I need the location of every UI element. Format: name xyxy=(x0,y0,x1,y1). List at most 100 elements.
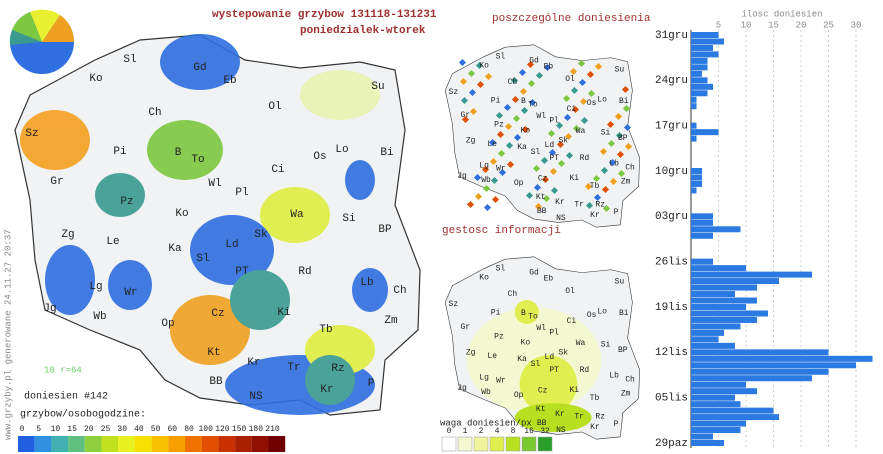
scale-note: 10 r=64 xyxy=(44,365,82,375)
region-label: Pl xyxy=(235,187,248,199)
report-dot xyxy=(555,121,564,130)
region-label: Rz xyxy=(331,363,344,375)
bar xyxy=(691,329,724,336)
region-label: Rd xyxy=(580,154,590,163)
y-tick-label: 12lis xyxy=(655,347,688,359)
region-label: Wl xyxy=(536,324,546,333)
report-dot xyxy=(543,63,552,72)
region-label: Cz xyxy=(538,174,548,183)
report-dot xyxy=(475,61,484,70)
bar xyxy=(691,265,746,272)
report-dot xyxy=(579,97,588,106)
legend-label: 5 xyxy=(36,425,41,434)
density-label: 1 xyxy=(463,427,468,436)
region-label: Si xyxy=(601,341,611,350)
report-dot xyxy=(615,131,624,140)
bar xyxy=(691,440,724,446)
report-dot xyxy=(518,68,527,77)
region-label: Ol xyxy=(565,75,575,84)
subtitle: poniedzialek-wtorek xyxy=(300,25,426,37)
legend-swatch xyxy=(151,436,169,452)
region-label: Lo xyxy=(597,96,607,105)
region-label: Gd xyxy=(193,62,206,74)
legend-swatch xyxy=(168,436,185,452)
region-label: Op xyxy=(161,318,174,330)
report-dot xyxy=(460,96,469,105)
density-label: 16 xyxy=(524,427,534,436)
chart-title: ilosc doniesien xyxy=(741,9,822,19)
region-label: Lb xyxy=(609,159,619,168)
region-label: Tb xyxy=(590,182,600,191)
region-label: Op xyxy=(514,391,524,400)
bar xyxy=(691,57,708,64)
report-dot xyxy=(585,201,594,210)
region-label: Tb xyxy=(319,324,332,336)
bar xyxy=(691,174,702,181)
region-label: Rd xyxy=(580,366,590,375)
region-label: Le xyxy=(487,140,497,149)
region-label: Sz xyxy=(25,128,38,140)
report-dot xyxy=(474,192,483,201)
region-label: NS xyxy=(556,426,566,435)
region-label: Sk xyxy=(254,229,268,241)
region-label: Os xyxy=(587,99,597,108)
report-dot xyxy=(469,107,478,116)
bar xyxy=(691,336,719,343)
region-label: Cz xyxy=(538,386,548,395)
report-dot xyxy=(535,71,544,80)
legend-label: 100 xyxy=(198,425,213,434)
bar xyxy=(691,271,812,278)
region-label: Ki xyxy=(570,386,580,395)
region-label: NS xyxy=(556,214,566,223)
density-swatch xyxy=(489,436,505,452)
region-label: To xyxy=(528,312,538,321)
x-tick-label: 10 xyxy=(741,20,752,30)
region-label: Zg xyxy=(61,229,74,241)
region-label: Gr xyxy=(50,176,63,188)
region-label: Ch xyxy=(148,107,161,119)
report-dot xyxy=(527,79,536,88)
density-swatch xyxy=(457,436,473,452)
region-label: Ko xyxy=(89,73,102,85)
report-dot xyxy=(607,139,616,148)
report-dot xyxy=(510,76,519,85)
region-label: Sz xyxy=(449,88,459,97)
report-dots xyxy=(458,58,633,213)
region-label: PT xyxy=(549,366,559,375)
report-dot xyxy=(564,132,573,141)
region-label: Kt xyxy=(536,405,546,414)
bar xyxy=(691,291,735,298)
region-label: Wa xyxy=(576,339,586,348)
bar xyxy=(691,407,774,414)
region-label: Wb xyxy=(93,311,106,323)
region-label: Gr xyxy=(461,111,471,120)
bar xyxy=(691,103,697,110)
region-label: BB xyxy=(209,376,223,388)
bar xyxy=(691,51,719,58)
report-dot xyxy=(519,87,528,96)
region-label: Wa xyxy=(290,209,304,221)
report-dot xyxy=(593,193,602,202)
region-label: Ko xyxy=(521,126,531,135)
region-label: Ld xyxy=(545,353,555,362)
legend-swatch xyxy=(18,436,35,452)
count-label: doniesien #142 xyxy=(24,391,108,403)
legend-swatch xyxy=(251,436,269,452)
report-dot xyxy=(525,191,534,200)
region-label: Rz xyxy=(595,413,605,422)
region-label: PT xyxy=(235,266,249,278)
y-tick-label: 05lis xyxy=(655,393,688,405)
region-label: Pl xyxy=(549,116,559,125)
report-dot xyxy=(521,125,530,134)
legend-label: 20 xyxy=(84,425,94,434)
report-dot xyxy=(623,123,632,132)
density-label: 32 xyxy=(540,427,550,436)
bar xyxy=(691,420,746,427)
region-label: Jg xyxy=(43,303,56,315)
region-label: Wr xyxy=(124,287,137,299)
region-label: Ch xyxy=(625,375,635,384)
region-label: BP xyxy=(378,224,392,236)
region-label: Pz xyxy=(494,121,504,130)
pie xyxy=(9,9,75,74)
bar xyxy=(691,368,829,375)
